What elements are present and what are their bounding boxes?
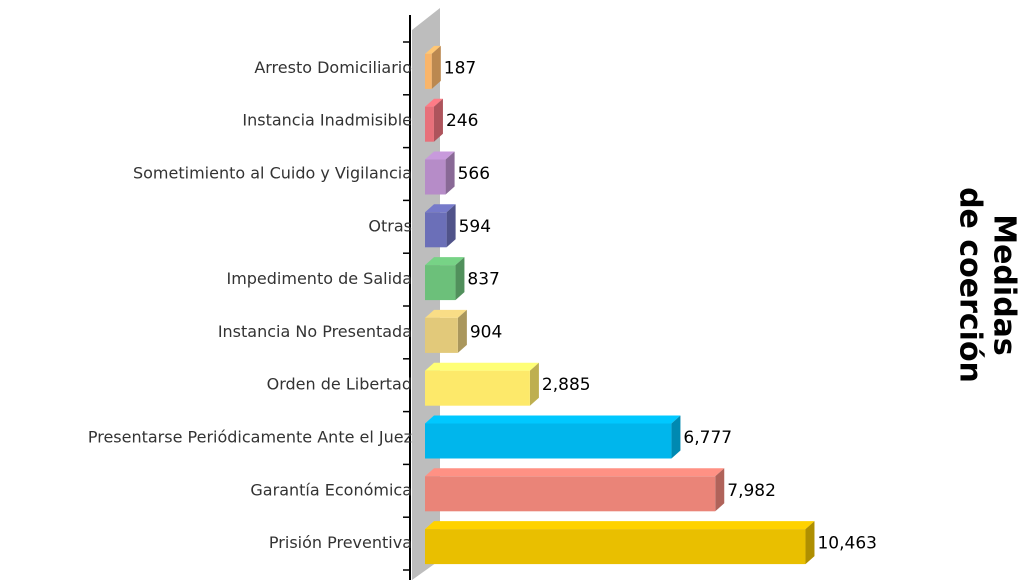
category-label: Impedimento de Salida bbox=[226, 269, 412, 288]
category-label: Sometimiento al Cuido y Vigilancia bbox=[133, 164, 412, 183]
bar bbox=[425, 53, 432, 89]
bar bbox=[425, 317, 458, 353]
bar-top bbox=[425, 257, 465, 266]
bar-side bbox=[529, 362, 539, 406]
bar bbox=[425, 159, 446, 195]
bar-top bbox=[425, 45, 441, 54]
value-label: 594 bbox=[459, 217, 491, 237]
category-label: Orden de Libertad bbox=[267, 375, 412, 394]
bar bbox=[425, 212, 447, 248]
value-label: 10,463 bbox=[817, 534, 876, 554]
bar-top bbox=[425, 521, 815, 530]
category-label: Otras bbox=[368, 216, 412, 235]
bar-top bbox=[425, 415, 681, 424]
bar bbox=[425, 106, 434, 142]
value-label: 6,777 bbox=[683, 428, 732, 448]
bar-side bbox=[715, 468, 725, 512]
bar-side bbox=[431, 45, 441, 89]
bar bbox=[425, 265, 456, 301]
bar-top bbox=[425, 362, 539, 371]
category-label: Instancia Inadmisible bbox=[242, 111, 412, 130]
bar-top bbox=[425, 204, 456, 213]
value-label: 837 bbox=[467, 270, 499, 290]
category-label: Arresto Domiciliario bbox=[254, 58, 412, 77]
bar bbox=[425, 476, 716, 512]
bar bbox=[425, 529, 806, 565]
value-label: 187 bbox=[444, 58, 476, 78]
bar-side bbox=[433, 98, 443, 142]
category-label: Prisión Preventiva bbox=[269, 533, 412, 552]
value-label: 566 bbox=[458, 164, 490, 184]
bar-side bbox=[671, 415, 681, 459]
bar-side bbox=[457, 309, 467, 353]
value-label: 2,885 bbox=[542, 375, 591, 395]
bar-side bbox=[455, 257, 465, 301]
category-label: Presentarse Periódicamente Ante el Juez bbox=[88, 428, 412, 447]
chart-title: de coerción bbox=[953, 187, 988, 383]
value-label: 7,982 bbox=[727, 481, 776, 501]
bar-top bbox=[425, 468, 725, 477]
bar bbox=[425, 423, 672, 459]
title-group: Medidas de coerción bbox=[953, 187, 1022, 383]
category-label: Instancia No Presentada bbox=[218, 322, 412, 341]
bar-top bbox=[425, 151, 455, 160]
bar-side bbox=[805, 521, 815, 565]
bar bbox=[425, 370, 530, 406]
bar-top bbox=[425, 309, 467, 318]
chart-title: Medidas bbox=[987, 214, 1022, 356]
bar-top bbox=[425, 98, 443, 107]
value-label: 246 bbox=[446, 111, 478, 131]
value-label: 904 bbox=[470, 322, 502, 342]
bar-side bbox=[446, 204, 456, 248]
category-label: Garantía Económica bbox=[250, 480, 412, 499]
bar-side bbox=[445, 151, 455, 195]
